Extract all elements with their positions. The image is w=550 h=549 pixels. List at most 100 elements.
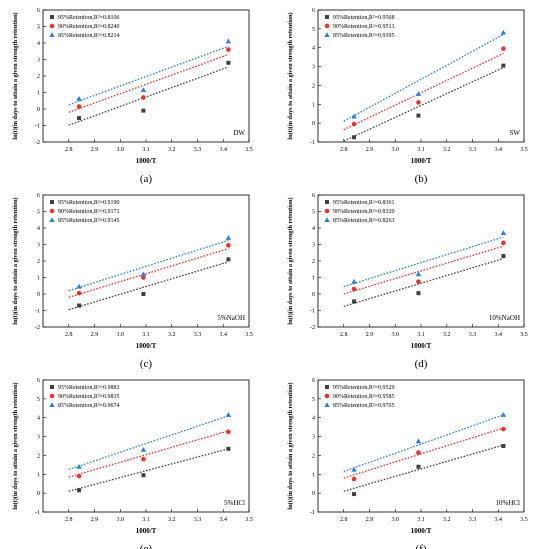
data-point: [415, 91, 422, 96]
y-tick-label: 2: [37, 74, 40, 80]
data-point: [351, 278, 357, 284]
y-tick-label: 6: [312, 193, 315, 199]
x-tick-label: 3.2: [168, 147, 176, 153]
data-point: [351, 476, 357, 482]
fit-line-3: [343, 414, 504, 473]
x-tick-label: 2.9: [91, 332, 99, 338]
data-point: [76, 283, 82, 289]
x-tick-label: 3.2: [168, 332, 176, 338]
fit-line-2: [343, 427, 504, 479]
x-tick-label: 3.5: [245, 517, 253, 523]
x-tick-label: 3.3: [194, 517, 202, 523]
y-tick-label: 5: [312, 27, 315, 33]
panel-label: (d): [415, 358, 428, 370]
legend-marker: [324, 393, 330, 399]
y-tick-label: 0: [37, 491, 40, 497]
panel-label: (b): [415, 173, 428, 185]
x-tick-label: 3.3: [469, 332, 477, 338]
data-point: [352, 299, 357, 304]
panel-label: (e): [140, 543, 153, 549]
x-tick-label: 3.5: [520, 147, 528, 153]
y-tick-label: 5: [37, 210, 40, 216]
data-point: [501, 46, 506, 51]
panel-label: (f): [416, 543, 427, 549]
legend-marker: [49, 393, 55, 399]
y-tick-label: -1: [35, 510, 40, 516]
y-tick-label: 4: [312, 416, 315, 422]
chart-panel-5: 2.8 2.9 3.0 3.1 3.2 3.3 3.4 3.5 -1 0 1 2 3 4 5 6 1000/T l…: [12, 378, 253, 549]
y-tick-label: 1: [312, 472, 315, 478]
data-point: [77, 116, 82, 121]
panel-annotation: SW: [510, 129, 521, 137]
panel-annotation: 5%HCl: [224, 499, 245, 507]
chart-panel-1: 2.8 2.9 3.0 3.1 3.2 3.3 3.4 3.5 -2 -1 0 1 2 3 4 5 6 1000/…: [12, 8, 253, 185]
y-tick-label: 3: [37, 58, 40, 64]
y-tick-label: -1: [35, 309, 40, 315]
x-tick-label: 2.9: [366, 517, 374, 523]
legend-marker: [49, 217, 55, 222]
data-point: [225, 38, 232, 44]
data-point: [416, 279, 421, 284]
x-tick-label: 3.2: [443, 147, 451, 153]
y-tick-label: 3: [37, 243, 40, 249]
x-tick-label: 3.2: [168, 517, 176, 523]
x-tick-label: 3.5: [520, 332, 528, 338]
data-point: [501, 254, 506, 259]
x-tick-label: 3.2: [443, 332, 451, 338]
fit-line-3: [343, 236, 504, 288]
x-tick-label: 2.8: [340, 332, 348, 338]
x-tick-label: 3.3: [194, 147, 202, 153]
fit-line-1: [68, 448, 229, 492]
data-point: [416, 113, 421, 118]
x-tick-label: 2.9: [91, 517, 99, 523]
y-tick-label: 0: [312, 292, 315, 298]
data-point: [501, 444, 506, 448]
legend-marker: [324, 23, 330, 29]
x-tick-label: 3.4: [220, 332, 228, 338]
data-point: [225, 412, 232, 417]
legend-marker: [50, 15, 54, 19]
data-point: [415, 438, 422, 444]
data-point: [501, 240, 506, 246]
y-axis-label: ln(t)(in days to attain a given strength…: [12, 382, 19, 509]
x-tick-label: 3.4: [495, 332, 503, 338]
data-point: [76, 463, 82, 469]
legend-entry: 90%Retention,R²=0.8320: [333, 209, 395, 215]
legend-entry: 95%Retention,R²=0.8361: [333, 200, 395, 206]
y-tick-label: -2: [310, 325, 315, 331]
data-point: [77, 488, 82, 493]
x-axis-label: 1000/T: [411, 527, 432, 535]
y-tick-label: 4: [312, 226, 315, 232]
data-point: [226, 429, 231, 435]
x-tick-label: 2.8: [65, 332, 73, 338]
y-tick-label: 3: [312, 435, 315, 441]
y-tick-label: 1: [312, 102, 315, 108]
panel-label: (c): [140, 358, 153, 370]
data-point: [141, 108, 146, 113]
legend-entry: 85%Retention,R²=0.8214: [58, 33, 120, 39]
x-tick-label: 2.9: [91, 147, 99, 153]
legend-marker: [324, 217, 330, 222]
fit-line-2: [68, 248, 229, 298]
legend-entry: 90%Retention,R²=0.8240: [58, 24, 120, 30]
fit-line-2: [343, 52, 504, 131]
data-point: [140, 446, 147, 452]
x-tick-label: 2.8: [65, 147, 73, 153]
data-point: [226, 257, 231, 262]
y-tick-label: 1: [37, 472, 40, 478]
x-tick-label: 2.9: [366, 332, 374, 338]
y-tick-label: 4: [37, 416, 40, 422]
y-tick-label: -1: [310, 140, 315, 146]
legend-marker: [50, 385, 54, 389]
data-point: [141, 292, 146, 296]
y-tick-label: -1: [310, 510, 315, 516]
x-tick-label: 3.1: [417, 517, 425, 523]
panel-annotation: 10%HCl: [496, 499, 521, 507]
data-point: [141, 473, 146, 478]
y-tick-label: 2: [37, 259, 40, 265]
x-tick-label: 3.5: [520, 517, 528, 523]
legend-entry: 85%Retention,R²=0.8263: [333, 218, 395, 224]
data-point: [141, 456, 146, 462]
fit-line-3: [343, 33, 504, 122]
